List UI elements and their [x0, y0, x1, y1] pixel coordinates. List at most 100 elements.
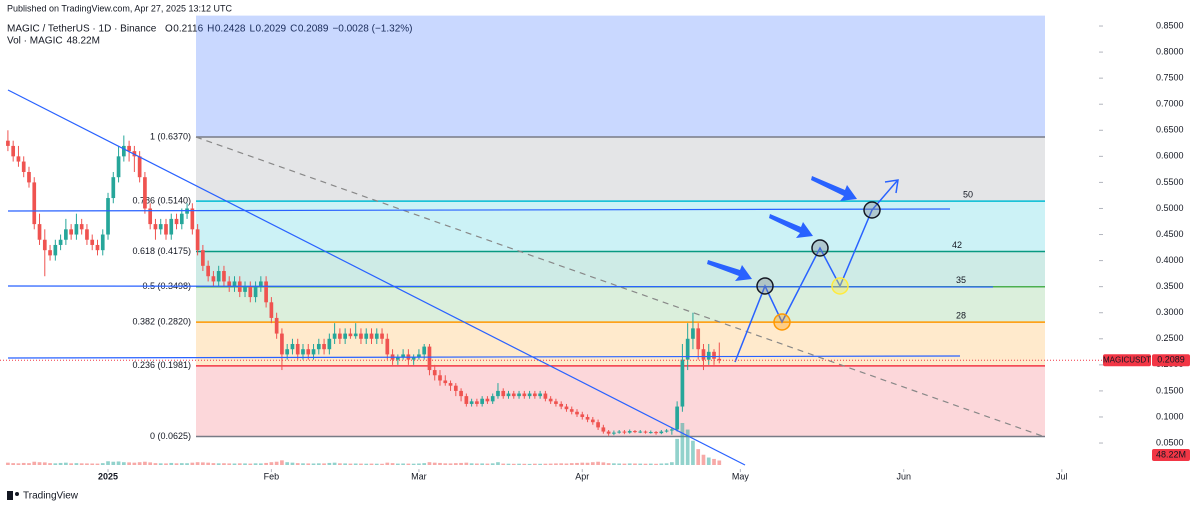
fib-band: [196, 322, 1045, 366]
volume-bar: [169, 462, 174, 465]
candle-body: [575, 411, 579, 415]
y-tick-label: 0.2500: [1156, 333, 1184, 343]
volume-bar: [606, 463, 611, 465]
level-line: [7, 285, 994, 288]
volume-bar: [596, 461, 600, 465]
candle-body: [501, 390, 506, 397]
target-label: 42: [952, 240, 962, 250]
volume-bar: [380, 463, 384, 465]
candle-body: [643, 431, 648, 433]
volume-bar: [121, 462, 126, 465]
volume-bar: [622, 463, 627, 465]
volume-bar: [475, 463, 479, 465]
candle-body: [227, 281, 232, 287]
y-tick-label: 0.8500: [1156, 20, 1184, 30]
candle-body: [269, 302, 274, 318]
price-tag: [1152, 354, 1190, 367]
candle-body: [53, 244, 58, 256]
y-tick-label: 0.0500: [1156, 437, 1184, 447]
volume-bar: [448, 463, 453, 465]
candle-body: [717, 358, 722, 361]
x-tick-label: Feb: [264, 471, 280, 481]
fib-band: [196, 251, 1045, 287]
volume-bar: [343, 463, 347, 465]
candle-body: [58, 239, 63, 245]
volume-bar: [16, 463, 21, 465]
volume-bar: [469, 463, 474, 465]
volume-bar: [106, 461, 110, 465]
candle-body: [74, 224, 79, 235]
volume-bar: [100, 463, 105, 465]
volume-bar: [301, 463, 305, 465]
x-tick-label: Jun: [896, 471, 911, 481]
volume-bar: [232, 463, 237, 465]
candle-body: [195, 229, 200, 251]
y-tick-label: 0.6500: [1156, 125, 1184, 135]
candle-body: [485, 398, 490, 402]
candle-body: [427, 346, 432, 371]
candle-body: [654, 432, 658, 434]
candle-body: [622, 431, 627, 433]
pointer-arrow: [769, 214, 813, 238]
candle-body: [48, 250, 52, 256]
candle-body: [411, 357, 416, 360]
volume-bar: [53, 463, 58, 465]
volume-bar: [411, 463, 416, 465]
logo-mark: [15, 492, 19, 496]
candle-body: [264, 281, 268, 303]
volume-bar: [659, 463, 664, 465]
volume-bar: [74, 463, 79, 465]
candle-body: [359, 333, 363, 339]
candle-body: [290, 343, 295, 350]
volume-bar: [27, 463, 31, 465]
candle-body: [385, 338, 390, 355]
candle-body: [285, 349, 290, 355]
candle-body: [232, 281, 237, 287]
level-line: [7, 208, 951, 212]
volume-bar: [327, 462, 332, 465]
candle-body: [517, 393, 521, 397]
volume-bar: [222, 463, 226, 465]
volume-bar: [211, 463, 216, 465]
volume-bar: [643, 463, 648, 465]
candle-body: [396, 357, 400, 360]
legend: MAGIC / TetherUS · 1D · Binance O 0.2116 H 0…: [7, 24, 413, 47]
volume-bar: [174, 463, 179, 465]
candle-body: [596, 422, 600, 428]
fib-label: 0.236 (0.1981): [132, 360, 191, 370]
volume-bar: [648, 463, 653, 465]
volume-bar: [701, 454, 706, 465]
legend-item: L: [249, 24, 255, 35]
candle-body: [158, 224, 163, 230]
candle-body: [95, 244, 100, 251]
candle-body: [706, 351, 711, 360]
candle-body: [11, 145, 16, 157]
volume-bar: [564, 463, 569, 465]
volume-legend: Vol · MAGIC: [7, 36, 63, 47]
y-tick-label: 0.5500: [1156, 177, 1184, 187]
legend-item: 0.2428: [215, 24, 246, 35]
volume-bar: [248, 463, 253, 465]
volume-bar: [453, 463, 458, 465]
volume-bar: [153, 463, 158, 465]
volume-bar: [37, 462, 42, 465]
candle-body: [27, 171, 31, 183]
candle-body: [364, 333, 369, 339]
candle-body: [16, 156, 21, 162]
y-tick-label: 0.1000: [1156, 411, 1184, 421]
candle-body: [538, 393, 542, 397]
candle-body: [380, 333, 384, 339]
volume-bar: [501, 463, 506, 465]
volume-bar: [21, 462, 26, 465]
candle-body: [258, 281, 263, 287]
volume-bar: [290, 462, 295, 465]
fib-label: 0.382 (0.2820): [132, 316, 191, 326]
pointer-arrow: [707, 260, 752, 281]
candle-body: [564, 406, 569, 410]
candle-body: [506, 393, 511, 397]
pivot-circle: [863, 201, 881, 219]
volume-bar: [264, 462, 268, 465]
volume-bar: [548, 463, 553, 465]
volume-bar: [116, 461, 121, 465]
volume-tag-value: 48.22M: [1156, 449, 1186, 459]
